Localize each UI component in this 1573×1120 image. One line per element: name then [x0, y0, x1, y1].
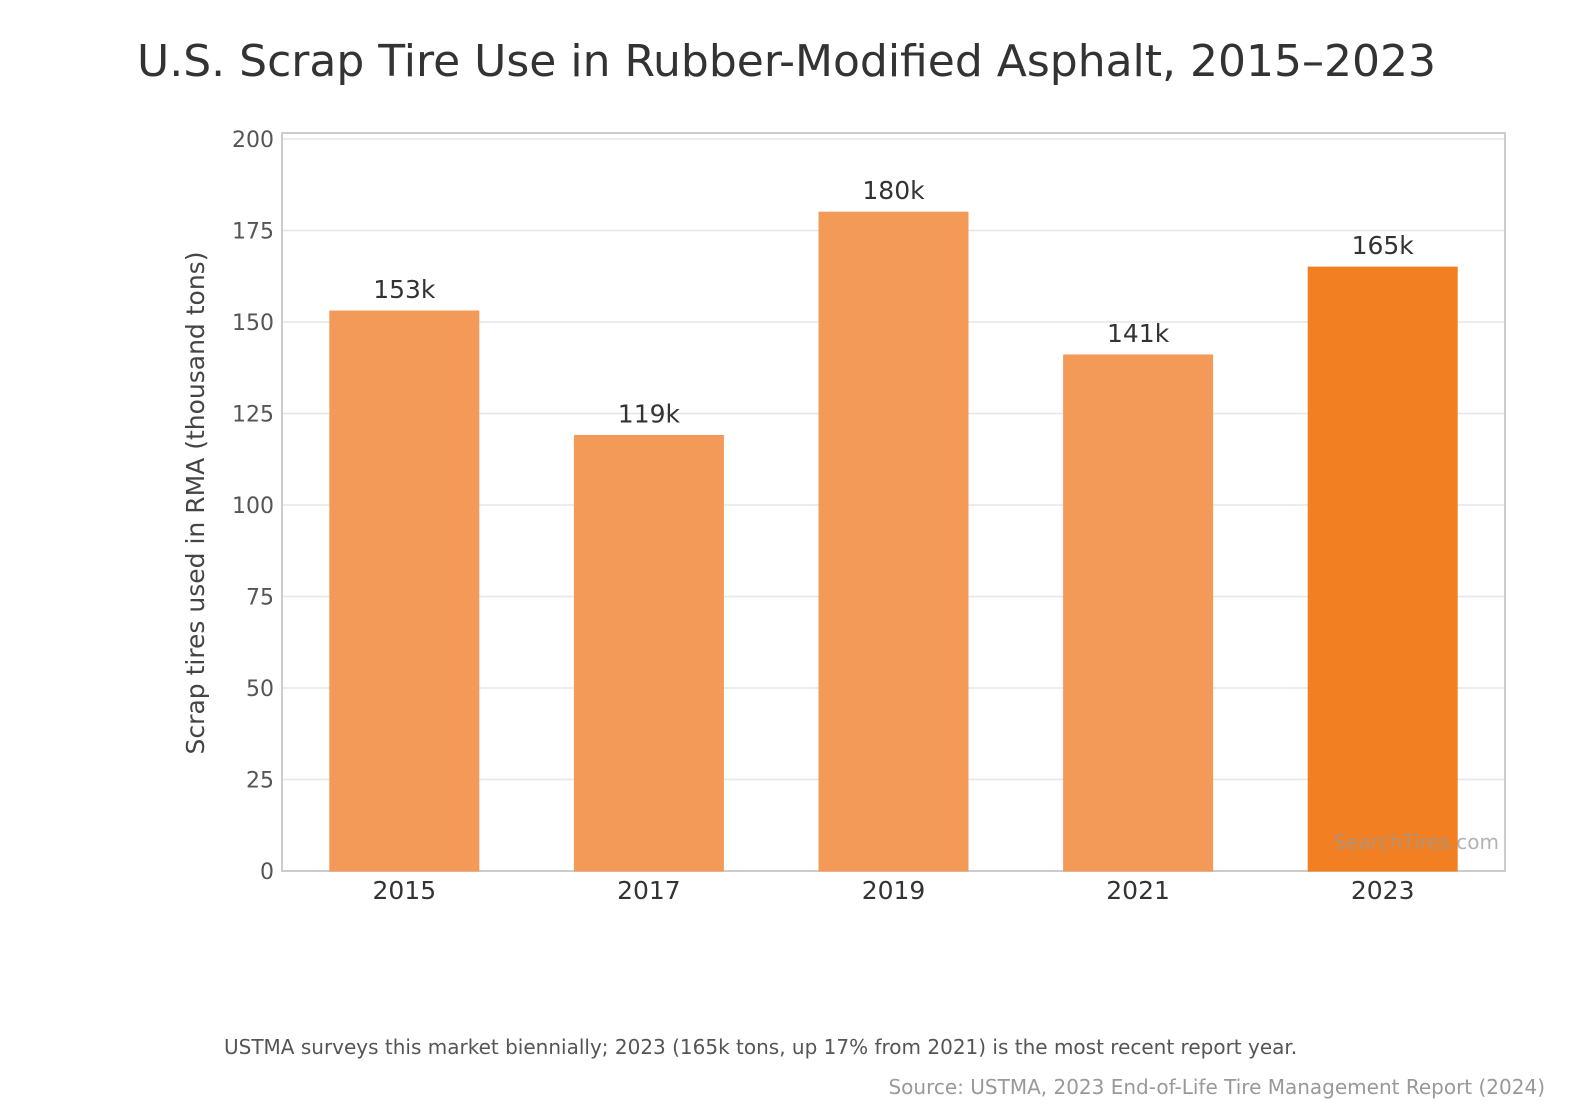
y-axis-ticks: 0 25 50 75 100 125 150 175 200 — [232, 128, 274, 885]
y-tick-label: 75 — [246, 586, 274, 611]
x-tick-label-2023: 2023 — [1351, 876, 1415, 905]
data-label-2015: 153k — [373, 275, 436, 304]
y-tick-label: 200 — [232, 128, 274, 153]
data-labels: 153k 119k 180k 141k 165k — [373, 176, 1414, 428]
footnote: USTMA surveys this market biennially; 20… — [224, 1035, 1298, 1059]
y-tick-label: 150 — [232, 311, 274, 336]
bar-2021 — [1063, 354, 1214, 872]
x-tick-label-2019: 2019 — [862, 876, 926, 905]
bar-2015 — [329, 310, 480, 872]
y-tick-label: 25 — [246, 769, 274, 794]
x-tick-label-2017: 2017 — [617, 876, 681, 905]
x-axis-ticks: 2015 2017 2019 2021 2023 — [372, 876, 1414, 905]
bar-2023 — [1307, 266, 1458, 872]
x-tick-label-2015: 2015 — [372, 876, 436, 905]
data-label-2019: 180k — [862, 176, 925, 205]
bars — [329, 211, 1458, 872]
chart-title: U.S. Scrap Tire Use in Rubber-Modified A… — [137, 36, 1436, 87]
source-note: Source: USTMA, 2023 End-of-Life Tire Man… — [888, 1075, 1545, 1099]
data-label-2021: 141k — [1107, 319, 1170, 348]
data-label-2017: 119k — [618, 399, 681, 428]
y-tick-label: 100 — [232, 494, 274, 519]
y-tick-label: 175 — [232, 220, 274, 245]
x-tick-label-2021: 2021 — [1106, 876, 1170, 905]
y-tick-label: 125 — [232, 403, 274, 428]
bar-2019 — [818, 211, 969, 872]
watermark: SearchTires.com — [1334, 830, 1499, 854]
y-axis-label: Scrap tires used in RMA (thousand tons) — [181, 252, 210, 755]
data-label-2023: 165k — [1352, 231, 1415, 260]
bar-2017 — [573, 434, 724, 872]
y-tick-label: 50 — [246, 677, 274, 702]
y-tick-label: 0 — [260, 860, 274, 885]
